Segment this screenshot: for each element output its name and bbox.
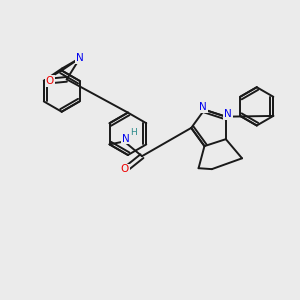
Text: N: N — [224, 109, 232, 119]
Text: N: N — [199, 102, 207, 112]
Text: O: O — [121, 164, 129, 174]
Text: H: H — [130, 128, 136, 137]
Text: N: N — [122, 134, 130, 143]
Text: N: N — [76, 53, 84, 63]
Text: O: O — [46, 76, 54, 86]
